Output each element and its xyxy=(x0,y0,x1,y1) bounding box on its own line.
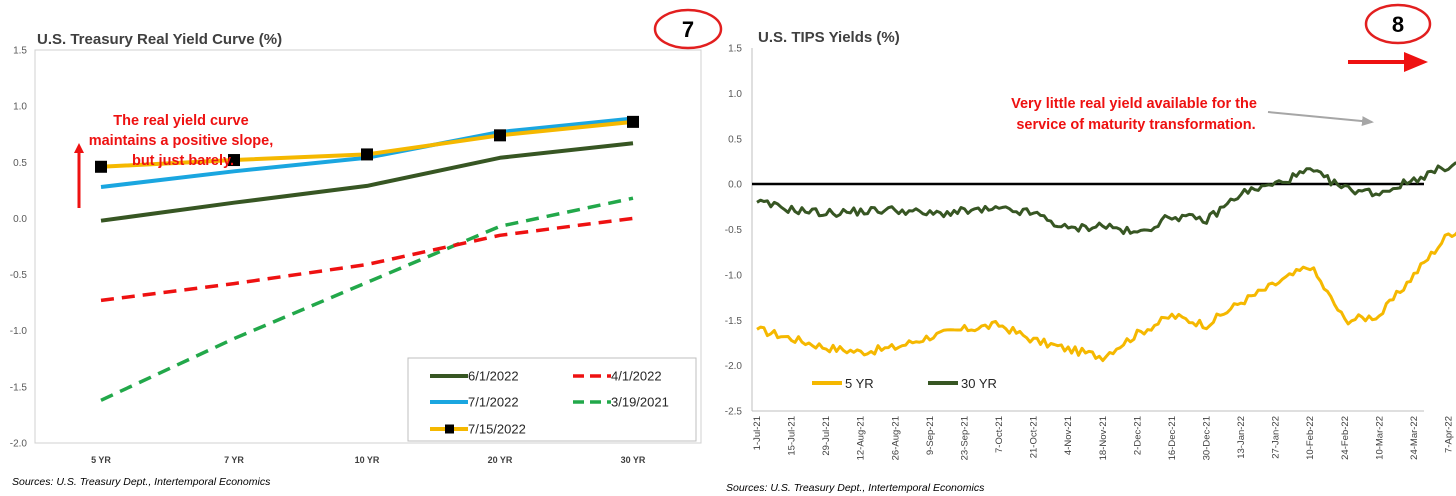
chart-1-point-marker xyxy=(95,160,107,173)
chart-2-y-tick-label: -1.0 xyxy=(725,270,743,281)
chart-2-red-arrow-head xyxy=(1404,52,1428,72)
chart-2-x-tick-label: 10-Mar-22 xyxy=(1374,416,1385,460)
chart-1-annotation-line-1: The real yield curve xyxy=(113,113,248,129)
chart-1-title: U.S. Treasury Real Yield Curve (%) xyxy=(37,31,282,48)
chart-1-legend: 6/1/2022 4/1/2022 7/1/2022 3/19/2021 7/15/20… xyxy=(430,369,669,437)
chart-1: U.S. Treasury Real Yield Curve (%) 1.51.… xyxy=(10,8,723,488)
chart-1-point-marker xyxy=(228,154,240,167)
chart-1-annotation-line-3: but just barely. xyxy=(132,153,234,169)
chart-1-series-line xyxy=(100,216,634,303)
chart-2-y-tick-label: -2.0 xyxy=(725,361,743,372)
chart-1-x-tick-label: 20 YR xyxy=(488,455,513,465)
chart-1-y-tick-label: 0.5 xyxy=(13,158,27,169)
chart-2-annotation-line-1: Very little real yield available for the xyxy=(1011,96,1257,112)
chart-1-legend-label: 7/1/2022 xyxy=(468,395,519,410)
chart-2-badge-circle xyxy=(1364,3,1432,45)
chart-1-point-marker xyxy=(627,115,639,128)
chart-1-series-line xyxy=(100,141,634,223)
chart-2-legend-label: 30 YR xyxy=(961,376,997,391)
chart-2-y-tick-label: 1.0 xyxy=(728,89,742,100)
chart-1-y-axis: 1.5 1.0 0.5 0.0 -0.5 -1.0 -1.5 -2.0 xyxy=(10,46,28,450)
chart-1-x-tick-label: 30 YR xyxy=(621,455,646,465)
chart-2-x-tick-label: 23-Sep-21 xyxy=(959,416,970,460)
chart-1-annotation-line-2: maintains a positive slope, xyxy=(89,133,274,149)
chart-2-x-tick-label: 24-Mar-22 xyxy=(1409,416,1420,460)
chart-1-legend-label: 7/15/2022 xyxy=(468,422,526,437)
chart-2-x-tick-label: 7-Oct-21 xyxy=(994,416,1005,453)
chart-2: U.S. TIPS Yields (%) 1.5 1.0 0.5 0.0 -0.5 -1.… xyxy=(725,3,1456,494)
chart-1-plot-area xyxy=(34,49,702,444)
chart-2-y-tick-label: 0.5 xyxy=(728,134,742,145)
chart-1-legend-marker xyxy=(445,424,454,434)
chart-1-source: Sources: U.S. Treasury Dept., Intertempo… xyxy=(12,476,271,488)
chart-2-series xyxy=(756,161,1456,363)
chart-2-legend-label: 5 YR xyxy=(845,376,874,391)
chart-1-y-tick-label: -1.0 xyxy=(10,326,28,337)
chart-1-legend-label: 4/1/2022 xyxy=(611,369,662,384)
chart-1-badge-circle xyxy=(653,8,723,50)
chart-1-legend-label: 3/19/2021 xyxy=(611,395,669,410)
chart-2-x-tick-label: 24-Feb-22 xyxy=(1340,416,1351,460)
chart-2-x-tick-label: 26-Aug-21 xyxy=(890,416,901,460)
chart-2-y-tick-label: -0.5 xyxy=(725,225,743,236)
chart-1-point-marker xyxy=(361,148,373,161)
chart-1-annotation: The real yield curve maintains a positiv… xyxy=(89,113,278,169)
chart-2-x-tick-label: 16-Dec-21 xyxy=(1167,416,1178,460)
chart-2-y-tick-label: 0.0 xyxy=(728,180,742,191)
chart-2-x-tick-label: 9-Sep-21 xyxy=(925,416,936,455)
chart-1-x-tick-label: 7 YR xyxy=(224,455,244,465)
chart-1-legend-label: 6/1/2022 xyxy=(468,369,519,384)
chart-2-y-tick-label: -2.5 xyxy=(725,407,743,418)
chart-2-x-tick-label: 13-Jan-22 xyxy=(1236,416,1247,459)
chart-1-y-tick-label: -1.5 xyxy=(10,382,28,393)
chart-2-x-tick-label: 7-Apr-22 xyxy=(1444,416,1455,453)
chart-2-x-tick-label: 12-Aug-21 xyxy=(856,416,867,460)
chart-2-x-tick-label: 18-Nov-21 xyxy=(1098,416,1109,460)
chart-2-x-axis: 1-Jul-21 15-Jul-21 29-Jul-21 12-Aug-21 26-Au… xyxy=(752,416,1455,460)
chart-2-annotation: Very little real yield available for the… xyxy=(1011,96,1261,133)
chart-2-x-tick-label: 1-Jul-21 xyxy=(752,416,763,450)
chart-1-badge: 7 xyxy=(682,17,694,42)
chart-2-y-axis: 1.5 1.0 0.5 0.0 -0.5 -1.0 -1.5 -2.0 -2.5 xyxy=(725,44,743,418)
chart-1-y-tick-label: -2.0 xyxy=(10,439,28,450)
chart-1-point-marker xyxy=(494,129,506,142)
chart-2-x-tick-label: 29-Jul-21 xyxy=(821,416,832,456)
chart-2-y-tick-label: 1.5 xyxy=(728,44,742,55)
chart-1-x-tick-label: 10 YR xyxy=(355,455,380,465)
chart-2-x-tick-label: 15-Jul-21 xyxy=(787,416,798,456)
chart-2-x-tick-label: 27-Jan-22 xyxy=(1271,416,1282,459)
chart-1-markers xyxy=(95,115,639,173)
chart-2-y-tick-label: -1.5 xyxy=(725,316,743,327)
chart-2-annotation-arrow xyxy=(1267,111,1374,127)
chart-2-legend: 5 YR 30 YR xyxy=(812,376,997,391)
chart-2-annotation-line-2: service of maturity transformation. xyxy=(1016,117,1255,133)
chart-2-x-tick-label: 10-Feb-22 xyxy=(1305,416,1316,460)
chart-1-y-tick-label: 1.0 xyxy=(13,102,27,113)
chart-1-y-tick-label: 0.0 xyxy=(13,214,27,225)
chart-1-x-tick-label: 5 YR xyxy=(91,455,111,465)
chart-2-source: Sources: U.S. Treasury Dept., Intertempo… xyxy=(726,482,985,494)
chart-2-badge: 8 xyxy=(1392,12,1404,37)
chart-2-x-tick-label: 2-Dec-21 xyxy=(1132,416,1143,455)
chart-2-series-line xyxy=(756,231,1456,363)
chart-2-series-line xyxy=(756,161,1456,235)
chart-1-y-tick-label: 1.5 xyxy=(13,46,27,57)
chart-2-x-tick-label: 21-Oct-21 xyxy=(1029,416,1040,458)
chart-1-x-axis: 5 YR 7 YR 10 YR 20 YR 30 YR xyxy=(91,455,646,465)
chart-2-x-tick-label: 30-Dec-21 xyxy=(1201,416,1212,460)
chart-2-x-tick-label: 4-Nov-21 xyxy=(1063,416,1074,455)
chart-2-title: U.S. TIPS Yields (%) xyxy=(758,29,900,46)
chart-1-y-tick-label: -0.5 xyxy=(10,270,28,281)
